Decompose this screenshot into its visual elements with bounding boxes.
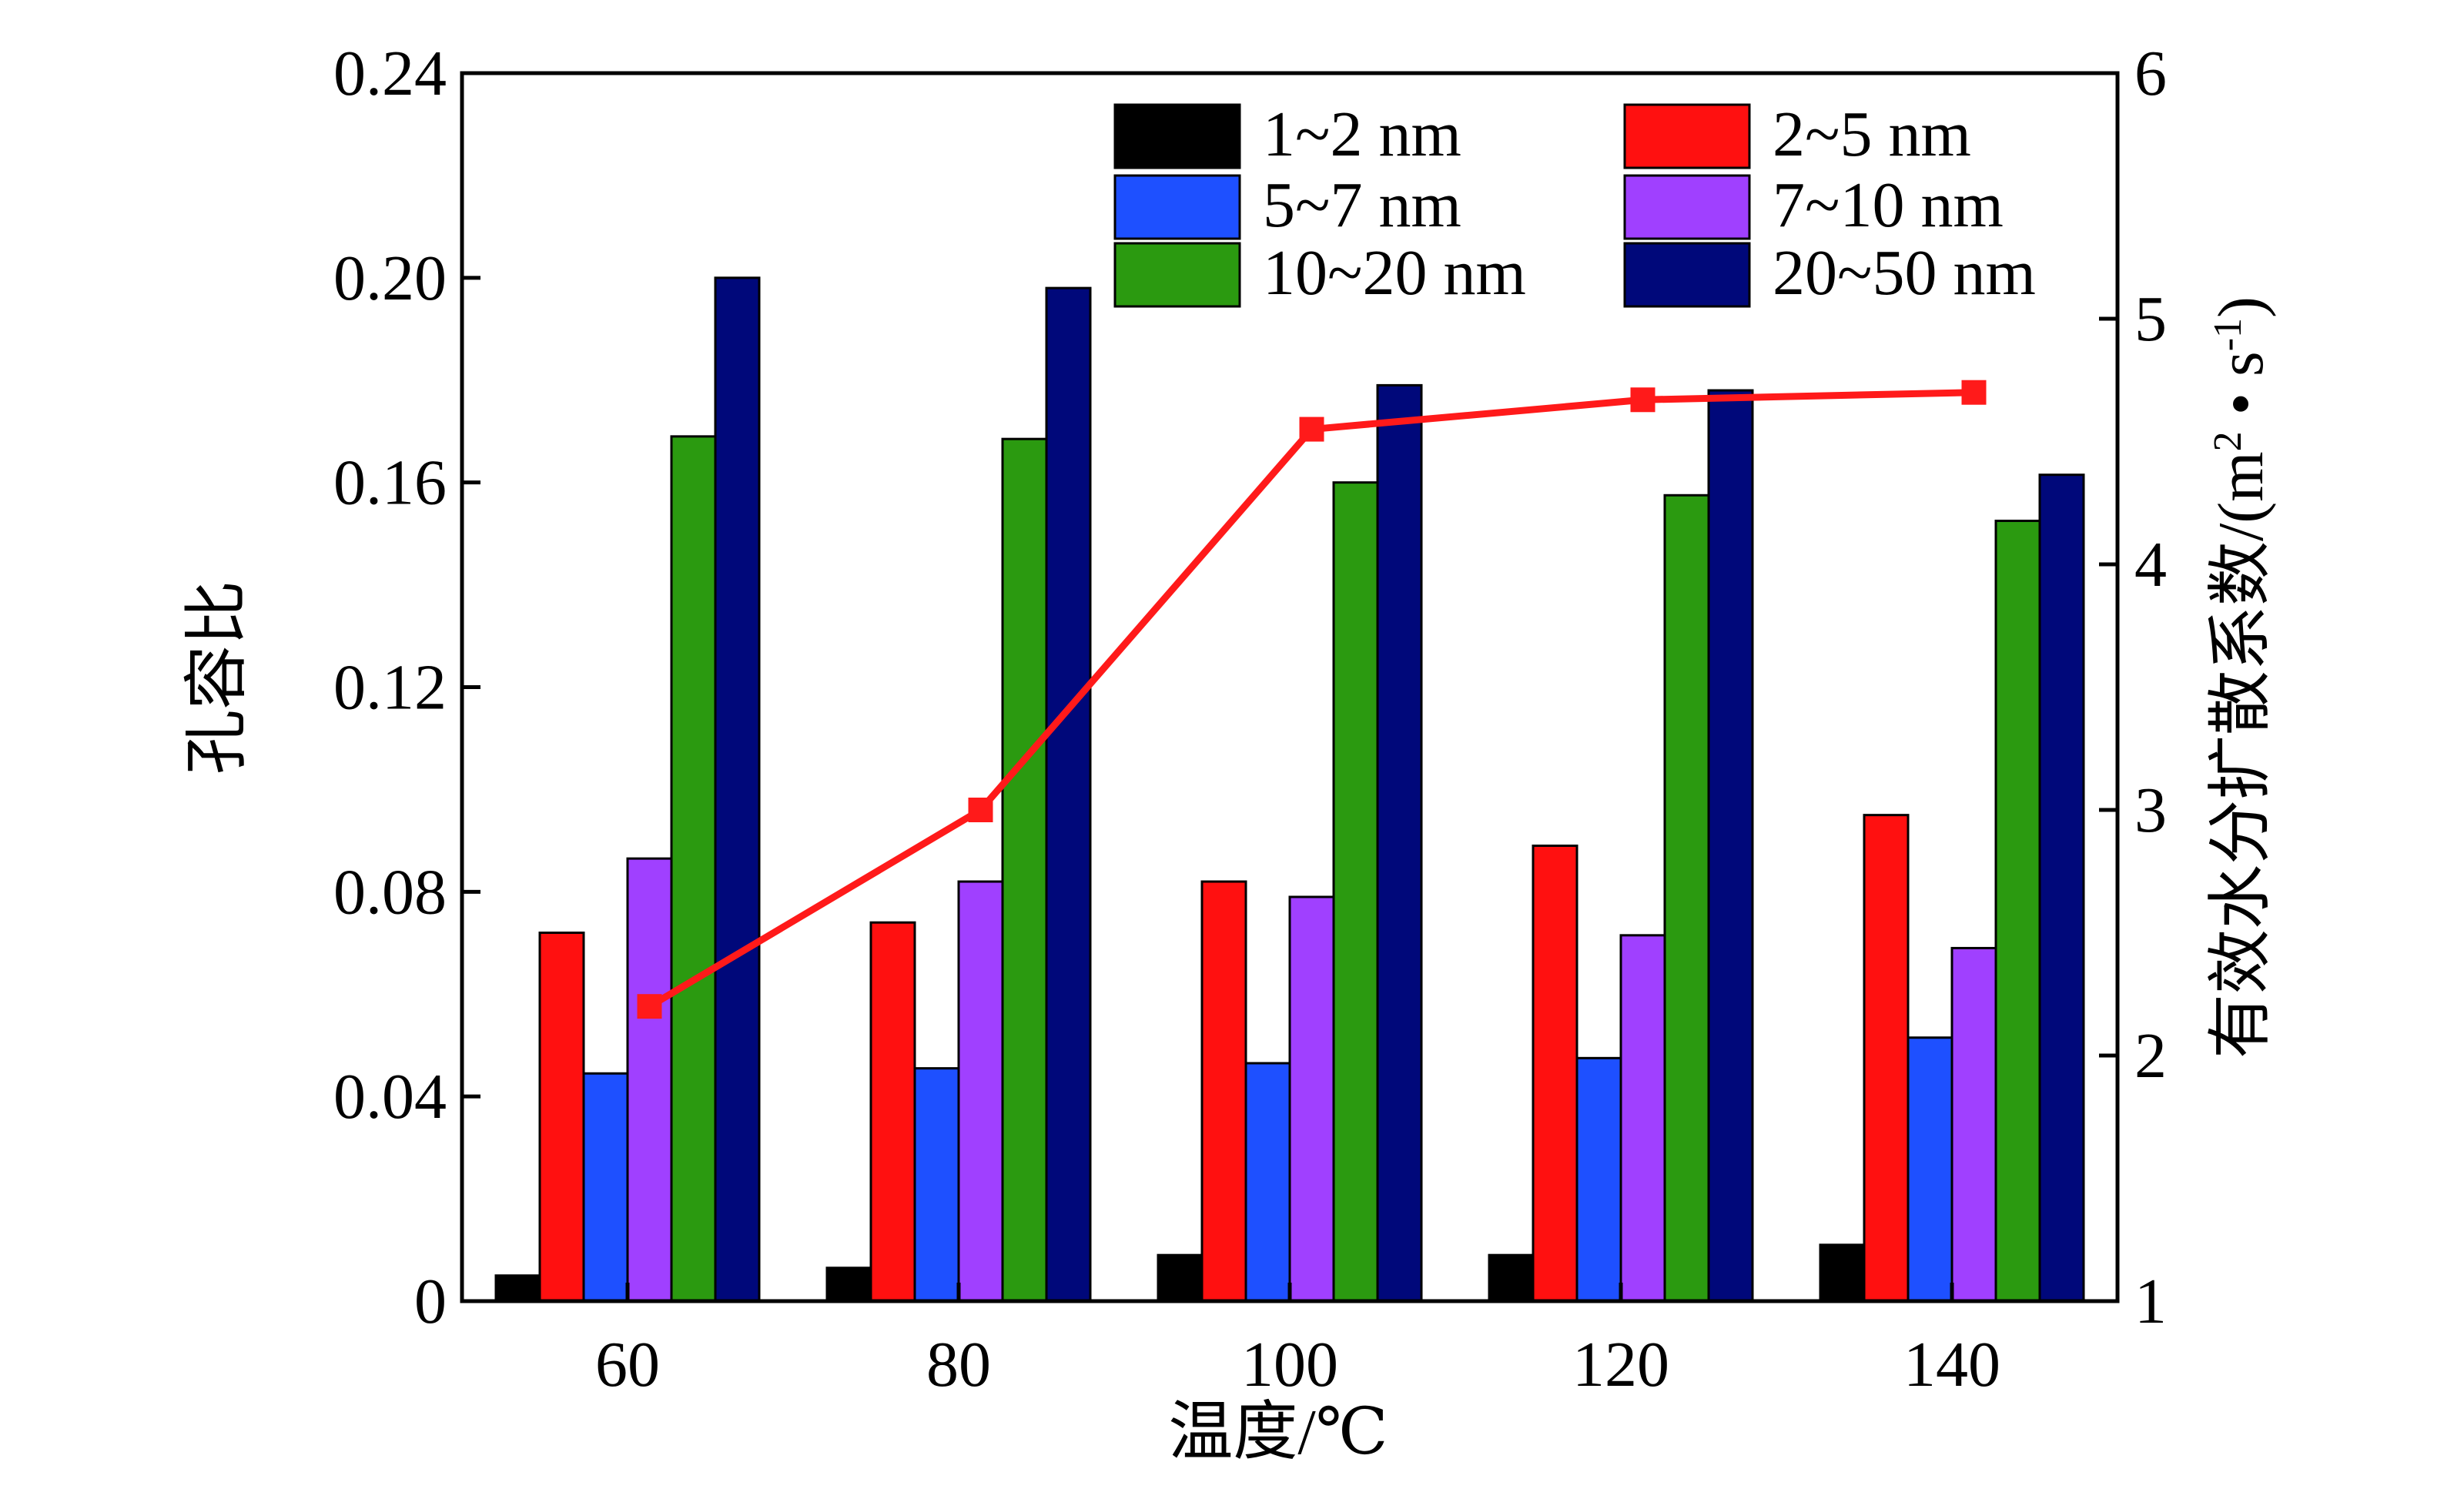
y-axis-title: 孔容比	[182, 581, 253, 775]
right-axis-title: 有效水分扩散系数/(m2 • s-1)	[2205, 296, 2277, 1059]
x-tick-label: 100	[1241, 1329, 1338, 1400]
bar-2-5-nm-60	[538, 932, 585, 1303]
bar-5-7-nm-140	[1907, 1036, 1953, 1303]
bar-1-2-nm-60	[494, 1274, 541, 1303]
bar-7-10-nm-80	[957, 880, 1004, 1303]
bar-20-50-nm-80	[1045, 286, 1092, 1303]
bar-1-2-nm-100	[1157, 1253, 1204, 1303]
right-axis-title-sup2: -1	[2206, 318, 2250, 351]
bar-5-7-nm-120	[1575, 1056, 1622, 1303]
bar-20-50-nm-60	[714, 276, 761, 1303]
y-tick-label: 0	[414, 1266, 447, 1337]
y-tick-label: 0.08	[333, 856, 447, 928]
bar-1-2-nm-120	[1488, 1253, 1535, 1303]
legend-label-5-7-nm: 5~7 nm	[1263, 169, 1461, 241]
bar-10-20-nm-100	[1332, 481, 1379, 1303]
y2-tick-label: 6	[2134, 38, 2167, 109]
y-tick-label: 0.24	[333, 38, 447, 109]
diffusion-marker-80	[968, 798, 993, 822]
bar-10-20-nm-60	[670, 435, 717, 1303]
bar-20-50-nm-120	[1707, 389, 1754, 1303]
x-axis-title: 温度/℃	[1168, 1397, 1388, 1468]
x-tick-label: 120	[1572, 1329, 1669, 1400]
right-axis-title-sup1: 2	[2206, 431, 2250, 451]
y2-tick-label: 3	[2134, 775, 2167, 846]
legend-swatch-2-5-nm	[1623, 103, 1751, 169]
right-axis-title-main: 有效水分扩散系数/(m	[2205, 451, 2277, 1059]
legend-swatch-1-2-nm	[1113, 103, 1241, 169]
right-axis-title-end: )	[2205, 296, 2277, 318]
legend-swatch-5-7-nm	[1113, 174, 1241, 240]
bar-7-10-nm-100	[1288, 895, 1335, 1303]
y-tick-label: 0.12	[333, 652, 447, 724]
bar-20-50-nm-100	[1376, 383, 1423, 1303]
bar-10-20-nm-120	[1663, 494, 1710, 1303]
bar-2-5-nm-80	[869, 921, 916, 1303]
diffusion-line-layer	[637, 380, 1987, 1019]
bar-5-7-nm-80	[913, 1067, 960, 1303]
ticks-layer: 0 0.04 0.08 0.12 0.16 0.20 0.24 1 2 3 4 5 6 60 80 100 12…	[333, 38, 2167, 1400]
legend-swatch-10-20-nm	[1113, 242, 1241, 308]
bar-5-7-nm-100	[1244, 1062, 1291, 1303]
x-tick-label: 80	[926, 1329, 991, 1400]
y2-tick-label: 4	[2134, 529, 2167, 601]
bars-layer	[494, 276, 2085, 1303]
legend-label-20-50-nm: 20~50 nm	[1773, 237, 2036, 309]
legend-label-10-20-nm: 10~20 nm	[1263, 237, 1526, 309]
bar-7-10-nm-120	[1619, 934, 1666, 1303]
bar-1-2-nm-140	[1819, 1243, 1866, 1303]
bar-2-5-nm-140	[1863, 814, 1910, 1303]
bar-2-5-nm-100	[1200, 880, 1247, 1303]
x-tick-label: 60	[595, 1329, 660, 1400]
legend-label-1-2-nm: 1~2 nm	[1263, 99, 1461, 170]
y2-tick-label: 2	[2134, 1020, 2167, 1092]
legend-label-2-5-nm: 2~5 nm	[1773, 99, 1971, 170]
bar-1-2-nm-80	[825, 1266, 872, 1303]
legend-swatch-20-50-nm	[1623, 242, 1751, 308]
bar-7-10-nm-60	[626, 857, 673, 1303]
diffusion-marker-100	[1299, 417, 1324, 442]
legend-swatch-7-10-nm	[1623, 174, 1751, 240]
x-tick-label: 140	[1903, 1329, 2000, 1400]
bar-7-10-nm-140	[1950, 946, 1997, 1303]
y-tick-label: 0.20	[333, 243, 447, 314]
diffusion-marker-120	[1630, 387, 1656, 413]
bar-5-7-nm-60	[582, 1072, 629, 1303]
diffusion-marker-140	[1961, 380, 1987, 405]
bar-2-5-nm-120	[1532, 845, 1578, 1303]
bar-20-50-nm-140	[2038, 473, 2085, 1303]
diffusion-marker-60	[637, 994, 662, 1019]
y-tick-label: 0.04	[333, 1061, 447, 1133]
y-tick-label: 0.16	[333, 447, 447, 519]
right-axis-title-mid: • s	[2205, 351, 2277, 431]
y2-tick-label: 5	[2134, 283, 2167, 355]
legend-label-7-10-nm: 7~10 nm	[1773, 169, 2004, 241]
y2-tick-label: 1	[2134, 1266, 2167, 1337]
bar-10-20-nm-140	[1994, 520, 2041, 1303]
legend: 1~2 nm 2~5 nm 5~7 nm 7~10 nm 10~20 nm 20~50 n…	[1113, 99, 2036, 309]
bar-10-20-nm-80	[1001, 437, 1048, 1303]
